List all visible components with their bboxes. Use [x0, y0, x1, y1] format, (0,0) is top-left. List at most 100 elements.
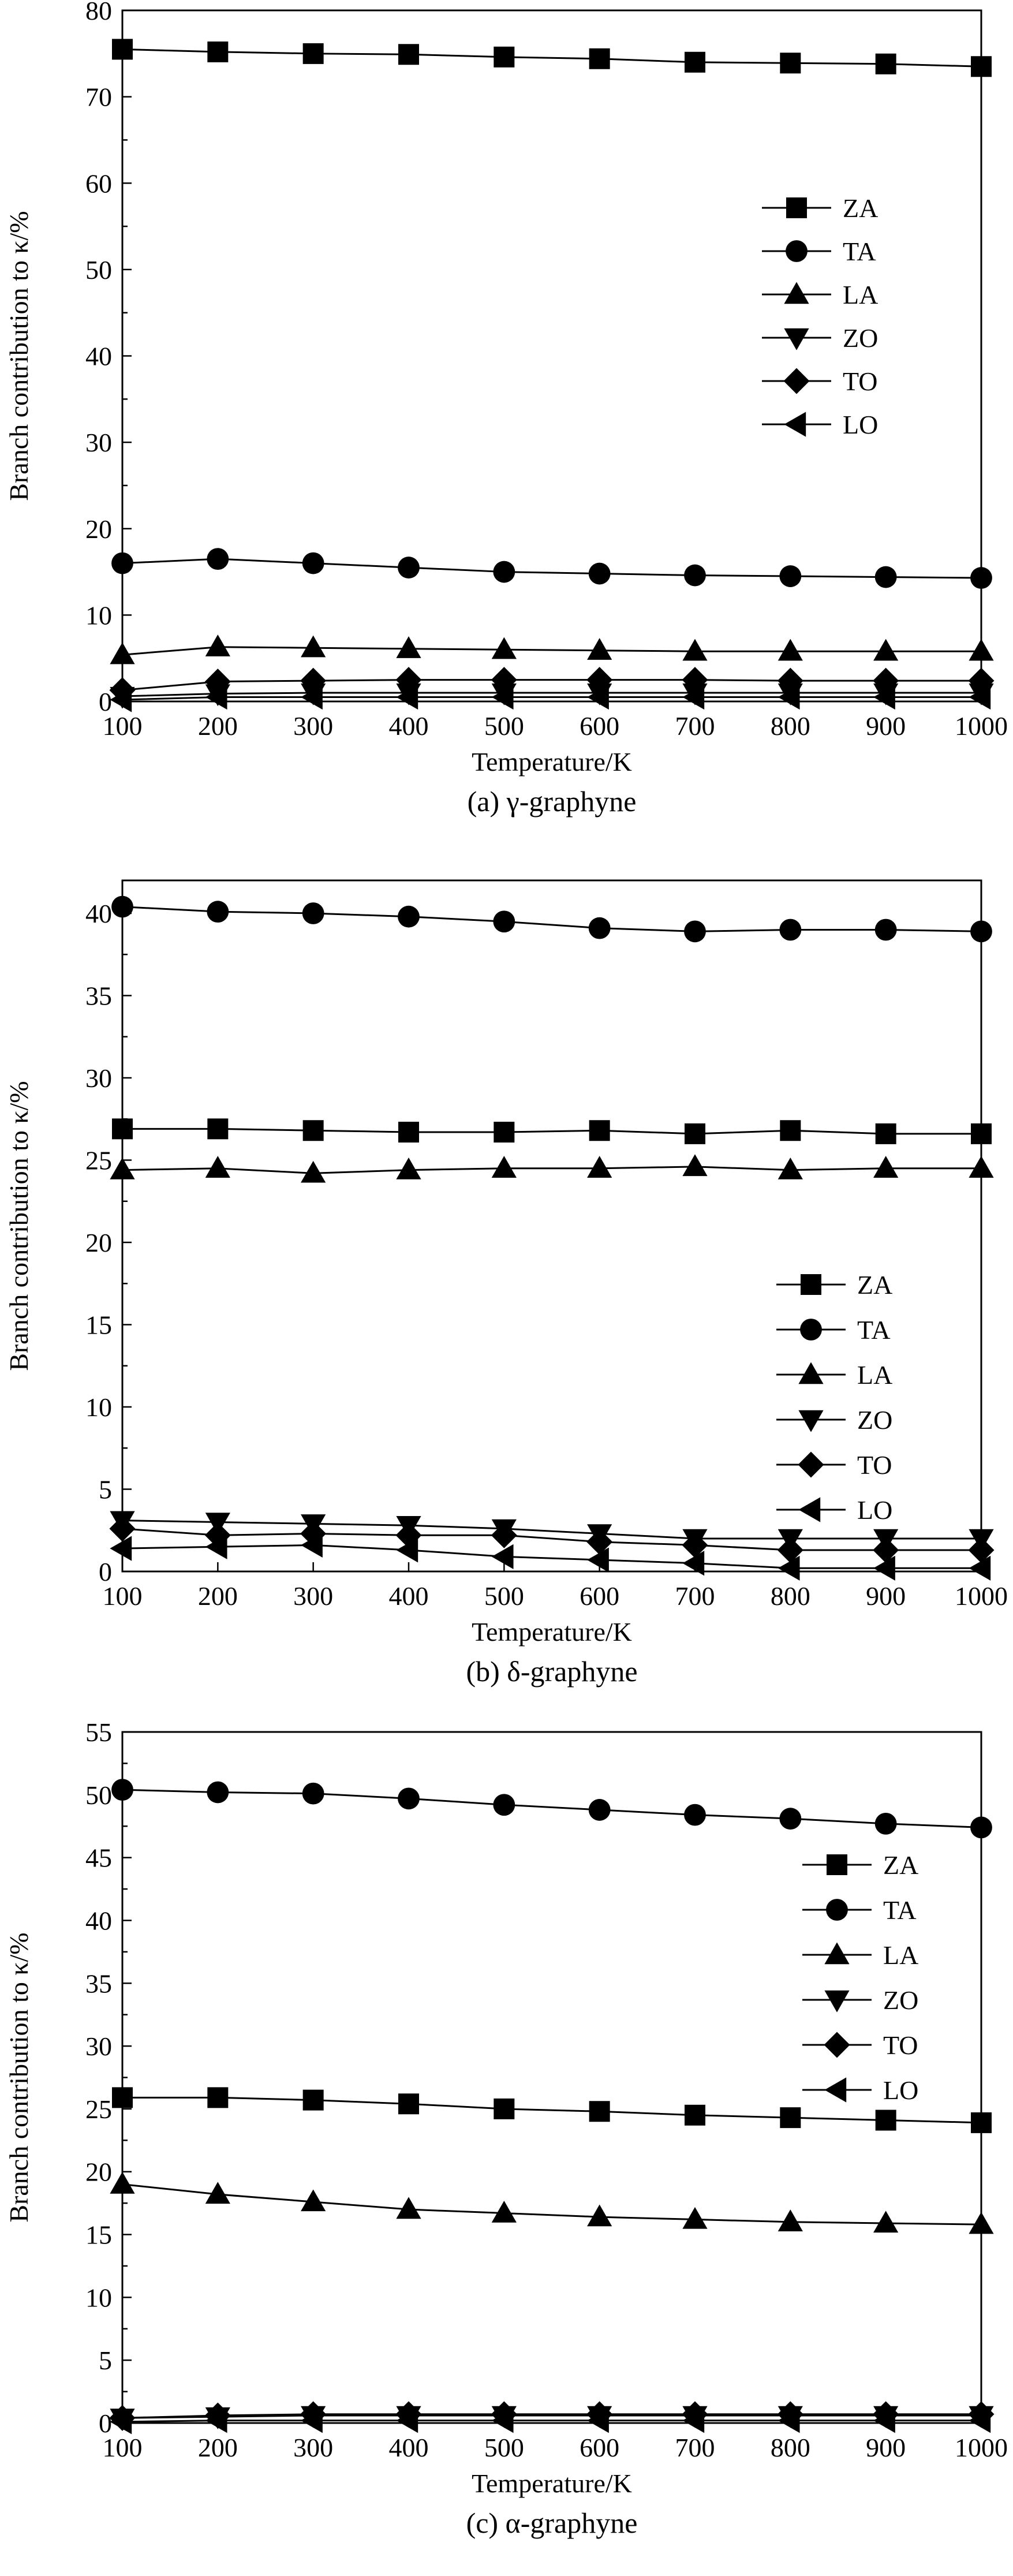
data-point-za — [685, 51, 705, 73]
legend-marker-za — [786, 197, 807, 218]
x-tick-label: 1000 — [955, 1581, 1008, 1611]
panel-delta-graphyne: 0 5 10 15 20 25 30 35 40 100 200 300 400 500 600 700 800… — [4, 879, 1008, 1688]
x-tick-label: 400 — [389, 2433, 429, 2462]
y-tick-label: 0 — [99, 1557, 112, 1586]
legend-label-la: LA — [857, 1360, 892, 1390]
data-point-lo — [873, 684, 895, 710]
series-line-la — [122, 1166, 981, 1174]
x-tick-label: 1000 — [955, 711, 1008, 741]
data-point-za — [112, 2087, 133, 2108]
series-line-ta — [122, 906, 982, 932]
data-point-lo — [301, 2408, 323, 2433]
data-point-ta — [302, 1782, 324, 1805]
data-point-ta — [874, 566, 897, 588]
chart-caption: (b) δ-graphyne — [466, 1655, 637, 1688]
data-point-za — [112, 39, 133, 60]
y-tick-label: 25 — [85, 1146, 112, 1175]
data-point-za — [780, 1120, 801, 1141]
x-tick-label: 300 — [293, 2433, 333, 2462]
data-point-lo — [777, 684, 800, 710]
series-line-za — [122, 2096, 982, 2124]
panel-alpha-graphyne: 0 5 10 15 20 25 30 35 40 45 50 55 100 200 300 400 500 600… — [4, 1718, 1008, 2539]
data-point-ta — [302, 552, 324, 574]
data-point-lo — [110, 687, 132, 712]
legend-label-ta: TA — [843, 237, 876, 266]
data-point-la — [396, 2197, 421, 2219]
series-line-zo — [122, 692, 981, 697]
y-tick-label: 20 — [85, 514, 112, 544]
y-tick-label: 50 — [85, 1780, 112, 1810]
data-point-ta — [493, 561, 515, 583]
series-line-lo — [122, 1544, 981, 1569]
data-point-la — [682, 639, 708, 661]
x-tick-label: 700 — [675, 1581, 715, 1611]
x-tick-label: 300 — [293, 711, 333, 741]
x-tick-label: 500 — [484, 1581, 524, 1611]
x-tick-label: 200 — [198, 1581, 238, 1611]
data-point-lo — [682, 1551, 705, 1576]
series-line-lo — [122, 2420, 981, 2423]
legend-marker-lo — [784, 412, 806, 437]
data-point-la — [491, 2200, 517, 2223]
y-tick-label: 70 — [85, 83, 112, 112]
legend-label-lo: LO — [883, 2075, 918, 2105]
data-point-za — [971, 2112, 992, 2133]
data-point-la — [301, 635, 326, 658]
x-tick-label: 1000 — [955, 2433, 1008, 2462]
y-tick-label: 35 — [85, 1969, 112, 1998]
data-point-ta — [207, 901, 229, 923]
y-tick-label: 30 — [85, 2032, 112, 2061]
series-line-lo — [122, 696, 981, 701]
y-tick-label: 20 — [85, 1228, 112, 1257]
data-point-za — [494, 2098, 515, 2119]
data-point-la — [491, 637, 517, 659]
legend-label-zo: ZO — [857, 1405, 892, 1435]
data-point-lo — [969, 1555, 991, 1581]
legend-marker-la — [798, 1362, 824, 1384]
x-tick-label: 100 — [103, 1581, 143, 1611]
y-tick-label: 5 — [99, 2346, 112, 2375]
data-point-za — [971, 1123, 992, 1144]
data-point-lo — [396, 1537, 418, 1563]
x-tick-label: 200 — [198, 711, 238, 741]
series-line-za — [122, 48, 982, 68]
data-point-la — [969, 2212, 994, 2234]
data-point-ta — [493, 910, 515, 933]
data-point-ta — [398, 557, 420, 578]
x-tick-label: 700 — [675, 2433, 715, 2462]
data-point-ta — [588, 562, 611, 585]
data-point-la — [396, 1158, 421, 1179]
y-tick-label: 10 — [85, 2283, 112, 2312]
data-point-lo — [396, 2408, 418, 2433]
data-point-la — [873, 639, 899, 661]
x-tick-label: 400 — [389, 1581, 429, 1611]
data-point-lo — [491, 684, 514, 710]
data-point-za — [589, 2101, 610, 2122]
legend-label-la: LA — [843, 280, 878, 309]
x-tick-label: 100 — [103, 2433, 143, 2462]
x-axis-label: Temperature/K — [472, 747, 632, 776]
data-point-lo — [587, 1547, 609, 1573]
data-point-lo — [491, 2408, 514, 2433]
plot-frame — [121, 879, 982, 1573]
series-line-la — [122, 2183, 982, 2226]
data-point-la — [682, 1154, 708, 1177]
data-point-lo — [301, 1532, 323, 1558]
x-tick-label: 200 — [198, 2433, 238, 2462]
data-point-lo — [491, 1544, 514, 1569]
y-tick-label: 10 — [85, 1392, 112, 1422]
data-point-lo — [205, 684, 227, 710]
y-axis-label: Branch contribution to κ/% — [4, 1081, 33, 1371]
data-point-lo — [587, 2408, 609, 2433]
data-point-lo — [205, 1534, 227, 1559]
data-point-za — [398, 1122, 419, 1143]
data-point-ta — [588, 1799, 611, 1821]
data-point-za — [875, 2110, 896, 2131]
data-point-ta — [970, 920, 992, 943]
data-point-to — [968, 1537, 995, 1563]
plot-frame — [121, 9, 982, 703]
data-point-lo — [396, 684, 418, 710]
data-point-ta — [684, 564, 706, 587]
x-tick-label: 900 — [866, 1581, 906, 1611]
